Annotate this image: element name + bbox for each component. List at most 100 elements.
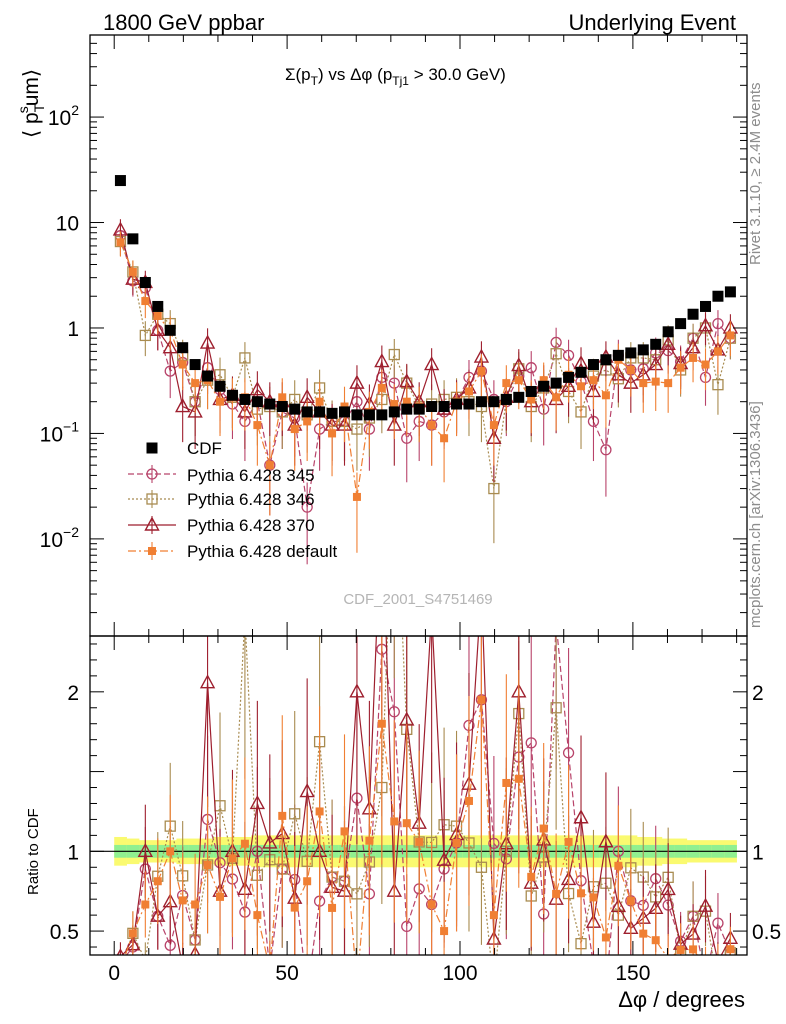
ratio-point-pdef [153,877,162,886]
data-point-pdef [477,367,486,376]
data-point-pdef [427,421,436,430]
ratio-point-pdef [702,962,710,970]
ylabel-sup: s [15,106,31,113]
ratio-point-pdef [477,695,486,704]
ratio-point-pdef [689,945,698,954]
ratio-y-axis-label: Ratio to CDF [25,808,42,895]
tick-base: 10 [40,529,63,552]
data-point-cdf [202,370,214,382]
ratio-y-tick-label-right: 1 [752,841,764,864]
ratio-point-p346 [289,808,301,820]
ratio-point-p346 [139,954,151,955]
mcplots-source-label: mcplots.cern.ch [arXiv:1306.3436] [747,401,764,628]
ratio-point-p370 [697,897,714,912]
tick-exponent: −2 [63,524,79,540]
data-point-p346 [388,348,400,361]
legend-marker-cdf [146,442,158,454]
legend-label-p370: Pythia 6.428 370 [187,516,315,535]
data-point-p370 [349,374,365,389]
ratio-point-p370 [299,783,315,798]
tick-base: 10 [48,107,71,130]
data-point-cdf [388,406,400,418]
data-point-p345 [301,501,313,513]
legend-marker-p346 [146,493,158,505]
data-point-pdef [589,376,598,385]
series-line-pdef [119,242,731,498]
data-point-p370 [697,317,714,332]
ratio-point-p370 [598,833,614,848]
ratio-point-pdef [228,854,237,863]
ratio-point-p370 [436,851,452,866]
data-point-cdf [314,406,326,418]
ratio-point-pdef [464,796,473,805]
ratio-point-p370 [199,674,216,689]
ratio-point-pdef [577,889,586,898]
ratio-y-tick-label-right: 2 [752,682,764,705]
x-tick-label: 150 [615,962,650,985]
legend: CDF Pythia 6.428 345 Pythia 6.428 346 Py… [128,439,338,561]
data-point-cdf [575,366,587,378]
ratio-point-p345 [388,706,400,718]
data-point-pdef [489,421,498,430]
data-point-p345 [712,317,724,330]
data-point-pdef [178,360,187,369]
main-panel-marks [112,175,739,565]
data-point-pdef [191,379,200,388]
ratio-point-p346 [550,702,562,714]
data-point-p370 [162,339,178,354]
data-point-cdf [289,403,301,415]
data-point-cdf [301,406,313,418]
data-point-pdef [726,331,735,340]
main-y-tick-label: 10 [56,213,79,236]
ratio-point-p370 [573,809,589,824]
ratio-line-p345 [125,636,731,955]
data-point-cdf [662,326,674,338]
ratio-panel-frame [89,635,748,956]
data-point-cdf [152,300,164,312]
ratio-point-p345 [562,747,575,759]
series-p345 [114,224,737,565]
ratio-point-p345 [588,960,598,970]
data-point-cdf [164,324,176,336]
data-point-cdf [139,276,151,288]
data-point-cdf [488,396,500,408]
data-point-cdf [276,401,288,413]
ratio-point-p370 [349,683,365,698]
ratio-point-p370 [190,945,201,955]
data-point-cdf [239,393,251,405]
data-point-p370 [199,334,216,349]
tick-base: 10 [40,423,63,446]
ratio-point-pdef [191,900,200,909]
x-tick-label: 0 [108,962,120,985]
main-plot-title: Σ(pT) vs Δφ (pTj1 > 30.0 GeV) [285,65,506,88]
title-part-e: > 30.0 GeV) [409,65,506,84]
data-point-cdf [675,318,687,330]
ratio-point-pdef [489,911,498,920]
data-point-cdf [451,398,463,410]
data-point-pdef [328,429,337,438]
header-right: Underlying Event [568,10,736,35]
ratio-point-pdef [502,778,511,787]
data-point-cdf [376,409,388,421]
data-point-pdef [502,379,511,388]
ratio-point-p346 [475,861,488,873]
ratio-line-pdef [124,699,731,955]
data-point-pdef [153,311,162,320]
data-point-pdef [390,400,399,409]
data-point-p346 [488,482,500,495]
ratio-line-p346 [124,636,731,955]
ratio-panel-marks [90,636,747,992]
data-point-pdef [402,397,411,406]
ratio-point-p370 [716,952,720,955]
ratio-point-p370 [262,834,278,849]
header-left: 1800 GeV ppbar [103,10,264,35]
data-point-pdef [539,376,548,385]
ratio-series-p346 [124,636,737,992]
ratio-point-pdef [589,893,598,902]
data-point-cdf [426,401,438,413]
data-point-p370 [187,403,203,418]
ratio-point-p346 [489,982,499,992]
ratio-point-pdef [290,903,299,912]
data-point-pdef [265,461,274,470]
